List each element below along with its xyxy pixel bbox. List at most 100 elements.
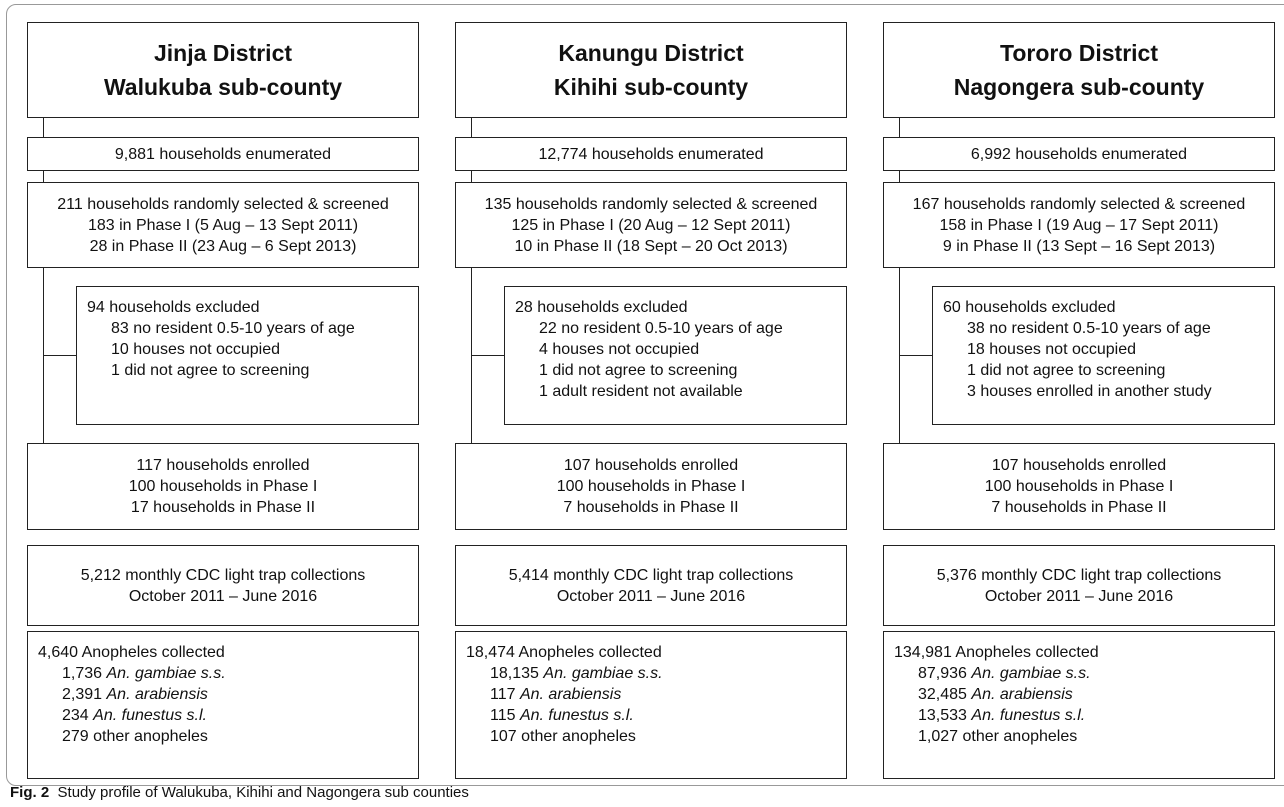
enrolled-line: 100 households in Phase I: [984, 478, 1174, 495]
enumerated-box: 9,881 households enumerated: [27, 137, 419, 171]
anopheles-item: 1,736 An. gambiae s.s.: [38, 663, 418, 684]
excluded-item: 10 houses not occupied: [111, 341, 281, 358]
anopheles-text: 1,027 other anopheles: [918, 728, 1078, 745]
enrolled-line: 107 households enrolled: [563, 457, 739, 474]
excluded-item: 18 houses not occupied: [967, 341, 1137, 358]
header-line: Kanungu District: [558, 40, 744, 66]
excluded-title: 94 households excluded: [87, 299, 260, 316]
excluded-item: 38 no resident 0.5-10 years of age: [967, 320, 1211, 337]
header-line: Jinja District: [153, 40, 293, 66]
screened-box: 167 households randomly selected & scree…: [883, 182, 1275, 268]
anopheles-item: 18,135 An. gambiae s.s.: [466, 663, 846, 684]
collections-line: 5,212 monthly CDC light trap collections: [80, 566, 366, 584]
excluded-item: 83 no resident 0.5-10 years of age: [111, 320, 355, 337]
anopheles-count: 13,533: [918, 707, 967, 724]
anopheles-species: An. arabiensis: [971, 686, 1073, 703]
anopheles-item: 1,027 other anopheles: [894, 726, 1274, 747]
anopheles-item: 115 An. funestus s.l.: [466, 705, 846, 726]
anopheles-item: 279 other anopheles: [38, 726, 418, 747]
anopheles-text: 279 other anopheles: [62, 728, 208, 745]
anopheles-species: An. arabiensis: [519, 686, 622, 703]
anopheles-count: 2,391: [62, 686, 103, 703]
screened-box: 135 households randomly selected & scree…: [455, 182, 847, 268]
collections-line: 5,414 monthly CDC light trap collections: [508, 566, 794, 584]
excluded-title: 28 households excluded: [515, 299, 688, 316]
anopheles-species: An. funestus s.l.: [93, 707, 207, 724]
anopheles-species: An. arabiensis: [106, 686, 208, 703]
enrolled-box: 117 households enrolled 100 households in…: [27, 443, 419, 530]
enrolled-line: 107 households enrolled: [991, 457, 1167, 474]
anopheles-box: 18,474 Anopheles collected 18,135 An. gam…: [455, 631, 847, 779]
collections-box: 5,376 monthly CDC light trap collections…: [883, 545, 1275, 626]
collections-box: 5,212 monthly CDC light trap collections…: [27, 545, 419, 626]
excluded-item: 1 did not agree to screening: [967, 362, 1166, 379]
anopheles-count: 1,736: [62, 665, 103, 682]
excluded-item: 22 no resident 0.5-10 years of age: [539, 320, 783, 337]
enumerated-text: 6,992 households enumerated: [970, 145, 1188, 163]
header-box: Tororo District Nagongera sub-county: [883, 22, 1275, 118]
enrolled-line: 17 households in Phase II: [130, 499, 316, 516]
anopheles-box: 134,981 Anopheles collected 87,936 An. ga…: [883, 631, 1275, 779]
anopheles-species: An. funestus s.l.: [519, 707, 634, 724]
anopheles-count: 18,135: [490, 665, 539, 682]
header-box: Kanungu District Kihihi sub-county: [455, 22, 847, 118]
anopheles-species: An. funestus s.l.: [971, 707, 1086, 724]
enumerated-text: 12,774 households enumerated: [538, 145, 764, 163]
excluded-box: 94 households excluded 83 no resident 0.5…: [76, 286, 419, 425]
caption-label: Fig. 2: [10, 784, 50, 801]
enrolled-line: 7 households in Phase II: [563, 499, 739, 516]
anopheles-count: 234: [62, 707, 89, 724]
anopheles-count: 32,485: [918, 686, 967, 703]
anopheles-title: 4,640 Anopheles collected: [38, 644, 225, 661]
anopheles-species: An. gambiae s.s.: [971, 665, 1091, 682]
anopheles-item: 13,533 An. funestus s.l.: [894, 705, 1274, 726]
anopheles-box: 4,640 Anopheles collected 1,736 An. gambi…: [27, 631, 419, 779]
header-line: Tororo District: [999, 40, 1159, 66]
anopheles-item: 32,485 An. arabiensis: [894, 684, 1274, 705]
excluded-item: 1 adult resident not available: [539, 383, 743, 400]
excluded-item: 3 houses enrolled in another study: [967, 383, 1212, 400]
screened-box: 211 households randomly selected & scree…: [27, 182, 419, 268]
screened-line: 28 in Phase II (23 Aug – 6 Sept 2013): [89, 237, 357, 255]
excluded-box: 28 households excluded 22 no resident 0.5…: [504, 286, 847, 425]
screened-line: 125 in Phase I (20 Aug – 12 Sept 2011): [511, 216, 791, 234]
enumerated-box: 6,992 households enumerated: [883, 137, 1275, 171]
collections-box: 5,414 monthly CDC light trap collections…: [455, 545, 847, 626]
excluded-box: 60 households excluded 38 no resident 0.5…: [932, 286, 1275, 425]
enumerated-box: 12,774 households enumerated: [455, 137, 847, 171]
enrolled-line: 100 households in Phase I: [556, 478, 746, 495]
anopheles-item: 2,391 An. arabiensis: [38, 684, 418, 705]
caption-text: Study profile of Walukuba, Kihihi and Na…: [57, 784, 469, 801]
caption: Fig. 2 Study profile of Walukuba, Kihihi…: [10, 784, 469, 801]
screened-line: 158 in Phase I (19 Aug – 17 Sept 2011): [939, 216, 1219, 234]
anopheles-count: 87,936: [918, 665, 967, 682]
excluded-item: 1 did not agree to screening: [539, 362, 738, 379]
anopheles-count: 117: [490, 686, 516, 703]
enumerated-text: 9,881 households enumerated: [114, 145, 332, 163]
enrolled-box: 107 households enrolled 100 households in…: [883, 443, 1275, 530]
screened-line: 10 in Phase II (18 Sept – 20 Oct 2013): [514, 237, 788, 255]
header-line: Nagongera sub-county: [953, 74, 1205, 100]
collections-line: October 2011 – June 2016: [984, 587, 1174, 605]
flow-line: [471, 118, 472, 443]
header-box: Jinja District Walukuba sub-county: [27, 22, 419, 118]
screened-line: 183 in Phase I (5 Aug – 13 Sept 2011): [87, 216, 359, 234]
enrolled-line: 7 households in Phase II: [991, 499, 1167, 516]
figure-frame: [6, 4, 1284, 786]
anopheles-item: 87,936 An. gambiae s.s.: [894, 663, 1274, 684]
collections-line: 5,376 monthly CDC light trap collections: [936, 566, 1222, 584]
enrolled-line: 100 households in Phase I: [128, 478, 318, 495]
anopheles-item: 234 An. funestus s.l.: [38, 705, 418, 726]
screened-line: 211 households randomly selected & scree…: [57, 195, 389, 213]
screened-line: 9 in Phase II (13 Sept – 16 Sept 2013): [942, 237, 1216, 255]
anopheles-count: 115: [490, 707, 516, 724]
anopheles-title: 18,474 Anopheles collected: [466, 644, 662, 661]
flow-line: [43, 118, 44, 443]
screened-line: 135 households randomly selected & scree…: [484, 195, 818, 213]
header-line: Walukuba sub-county: [103, 74, 343, 100]
anopheles-text: 107 other anopheles: [490, 728, 636, 745]
excluded-item: 4 houses not occupied: [539, 341, 700, 358]
collections-line: October 2011 – June 2016: [128, 587, 318, 605]
enrolled-line: 117 households enrolled: [136, 457, 310, 474]
